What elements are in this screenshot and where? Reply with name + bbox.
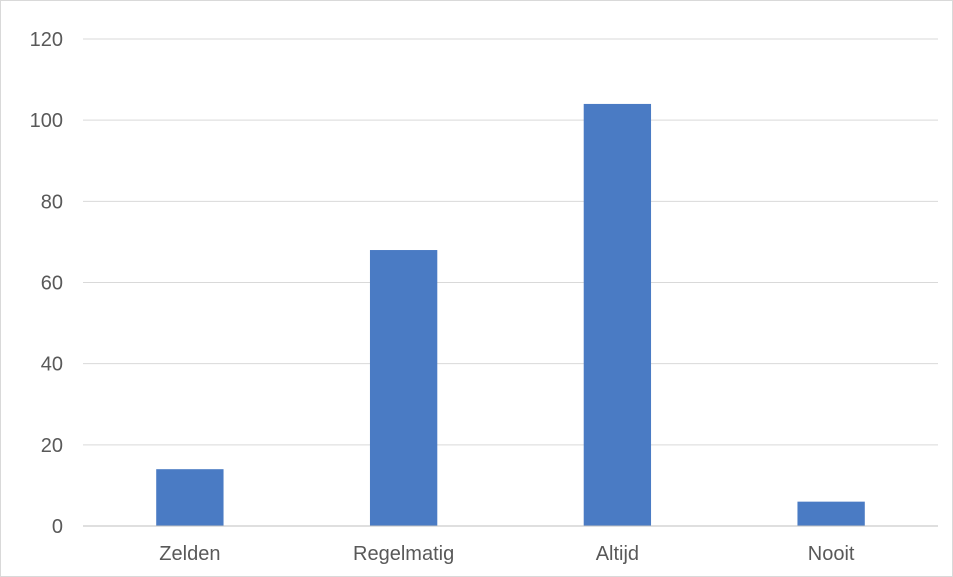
- x-axis-ticks: Zelden Regelmatig Altijd Nooit: [159, 543, 855, 565]
- gridlines: [83, 38, 938, 446]
- y-tick-label: 120: [30, 29, 63, 51]
- x-tick-label: Altijd: [596, 543, 639, 565]
- y-axis-ticks: 0 20 40 60 80 100 120: [30, 29, 63, 538]
- x-tick-label: Regelmatig: [353, 543, 454, 565]
- y-tick-label: 40: [41, 354, 63, 376]
- bar-regelmatig: [369, 250, 438, 527]
- y-tick-label: 20: [41, 435, 63, 457]
- x-tick-label: Zelden: [159, 543, 220, 565]
- bar-altijd: [583, 103, 652, 526]
- y-tick-label: 0: [52, 516, 63, 538]
- bar-zelden: [156, 469, 224, 526]
- bar-nooit: [797, 501, 865, 526]
- bars: [156, 103, 865, 527]
- y-tick-label: 100: [30, 110, 63, 132]
- y-tick-label: 80: [41, 191, 63, 213]
- x-tick-label: Nooit: [808, 543, 855, 565]
- y-tick-label: 60: [41, 273, 63, 295]
